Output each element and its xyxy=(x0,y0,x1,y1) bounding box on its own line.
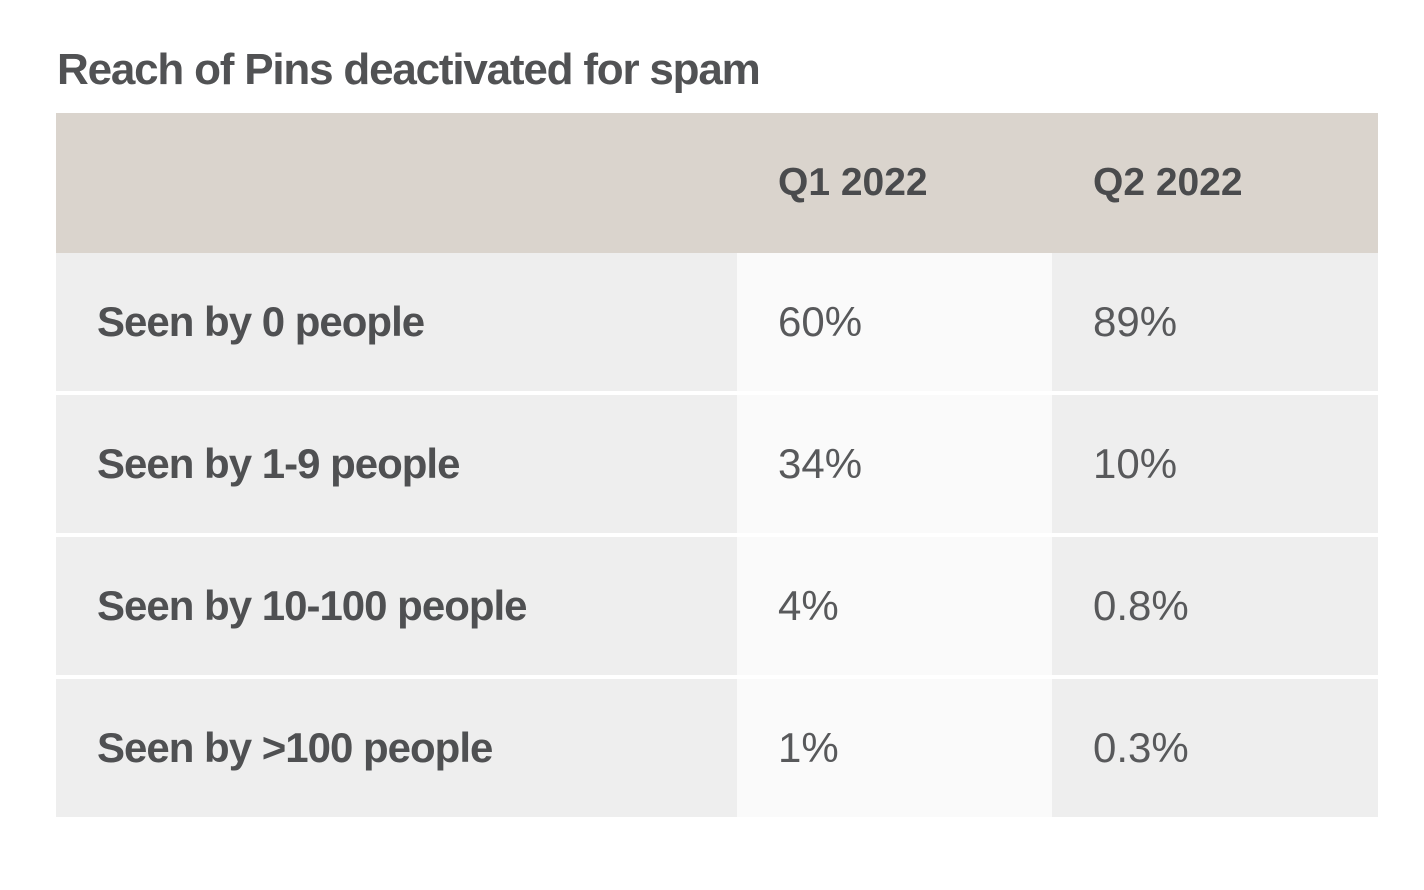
table-row: Seen by >100 people 1% 0.3% xyxy=(56,679,1378,817)
q2-value: 10% xyxy=(1093,440,1178,487)
header-empty-cell xyxy=(56,113,737,253)
q2-value: 0.8% xyxy=(1093,582,1189,629)
table-row: Seen by 1-9 people 34% 10% xyxy=(56,395,1378,533)
q1-value: 34% xyxy=(778,440,863,487)
row-label: Seen by >100 people xyxy=(97,724,493,771)
row-label: Seen by 0 people xyxy=(97,298,425,345)
row-label: Seen by 1-9 people xyxy=(97,440,460,487)
q1-value: 1% xyxy=(778,724,839,771)
header-label-q1-2022: Q1 2022 xyxy=(778,161,928,204)
header-label-q2-2022: Q2 2022 xyxy=(1093,161,1243,204)
page-title: Reach of Pins deactivated for spam xyxy=(57,45,761,94)
row-label-cell: Seen by 0 people xyxy=(56,253,737,391)
q2-value: 0.3% xyxy=(1093,724,1189,771)
q2-value-cell: 0.3% xyxy=(1052,679,1378,817)
table-header-row: Q1 2022 Q2 2022 xyxy=(56,113,1378,253)
row-label-cell: Seen by >100 people xyxy=(56,679,737,817)
q2-value-cell: 10% xyxy=(1052,395,1378,533)
reach-table: Q1 2022 Q2 2022 Seen by 0 people 60% 89% xyxy=(56,113,1378,817)
q2-value-cell: 89% xyxy=(1052,253,1378,391)
q1-value-cell: 4% xyxy=(737,537,1052,675)
table-row: Seen by 10-100 people 4% 0.8% xyxy=(56,537,1378,675)
row-label-cell: Seen by 10-100 people xyxy=(56,537,737,675)
row-label-cell: Seen by 1-9 people xyxy=(56,395,737,533)
q1-value-cell: 34% xyxy=(737,395,1052,533)
row-label: Seen by 10-100 people xyxy=(97,582,528,629)
table-body: Seen by 0 people 60% 89% Seen by 1-9 peo… xyxy=(56,253,1378,817)
header-cell-q1-2022: Q1 2022 xyxy=(737,113,1052,253)
header-cell-q2-2022: Q2 2022 xyxy=(1052,113,1378,253)
q1-value-cell: 1% xyxy=(737,679,1052,817)
q1-value: 60% xyxy=(778,298,863,345)
q1-value-cell: 60% xyxy=(737,253,1052,391)
q1-value: 4% xyxy=(778,582,839,629)
q2-value-cell: 0.8% xyxy=(1052,537,1378,675)
table-row: Seen by 0 people 60% 89% xyxy=(56,253,1378,391)
q2-value: 89% xyxy=(1093,298,1178,345)
